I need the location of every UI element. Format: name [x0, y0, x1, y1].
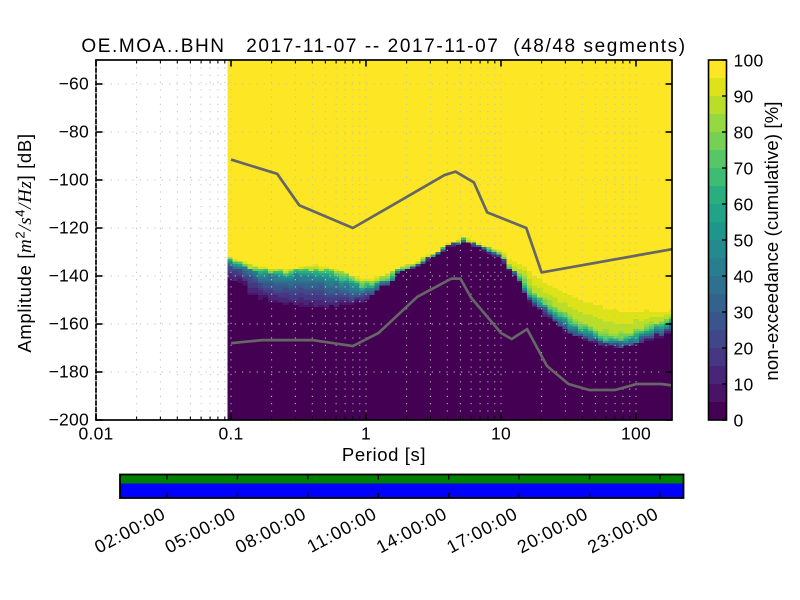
svg-text:100: 100 — [734, 51, 764, 71]
svg-text:−120: −120 — [49, 217, 89, 237]
svg-text:−100: −100 — [49, 169, 89, 189]
svg-text:30: 30 — [734, 303, 754, 323]
svg-text:−160: −160 — [49, 313, 89, 333]
svg-text:40: 40 — [734, 267, 754, 287]
svg-text:10: 10 — [734, 375, 754, 395]
svg-text:20: 20 — [734, 339, 754, 359]
svg-text:−180: −180 — [49, 361, 89, 381]
svg-text:−200: −200 — [49, 409, 89, 429]
svg-text:50: 50 — [734, 231, 754, 251]
svg-text:90: 90 — [734, 87, 754, 107]
svg-text:Period [s]: Period [s] — [342, 444, 426, 465]
svg-text:0.1: 0.1 — [218, 424, 243, 444]
svg-text:Amplitude [m2/s4/Hz] [dB]: Amplitude [m2/s4/Hz] [dB] — [13, 133, 37, 352]
svg-text:10: 10 — [491, 424, 511, 444]
svg-text:60: 60 — [734, 195, 754, 215]
svg-text:−60: −60 — [59, 73, 89, 93]
svg-text:OE.MOA..BHN 2017-11-07 -- 20: OE.MOA..BHN 2017-11-07 -- 2017-11-07 (48… — [81, 36, 686, 57]
svg-text:100: 100 — [621, 424, 651, 444]
svg-text:80: 80 — [734, 123, 754, 143]
svg-text:−140: −140 — [49, 265, 89, 285]
svg-text:−80: −80 — [59, 121, 89, 141]
svg-text:0.01: 0.01 — [78, 424, 113, 444]
svg-text:1: 1 — [361, 424, 371, 444]
svg-text:non-exceedance (cumulative) [%: non-exceedance (cumulative) [%] — [761, 101, 782, 380]
svg-text:0: 0 — [734, 411, 744, 431]
svg-text:70: 70 — [734, 159, 754, 179]
